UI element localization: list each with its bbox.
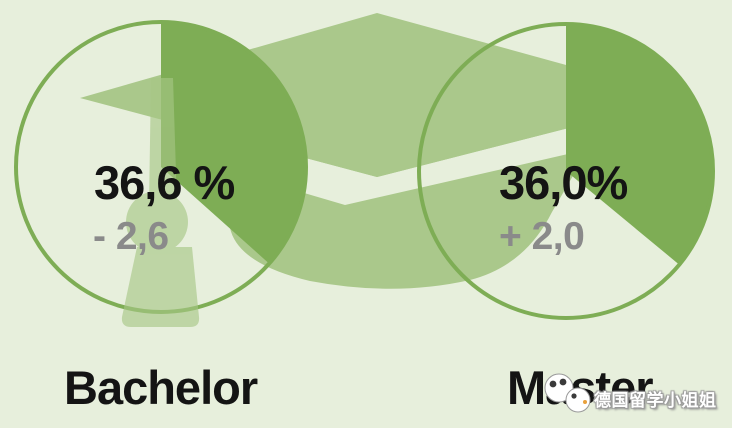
bachelor-value-label: 36,6 % <box>94 156 235 209</box>
pie-slice-bachelor <box>161 21 307 264</box>
mascot-avatar-icon <box>544 373 591 413</box>
cap-tassel-shape <box>121 78 200 327</box>
watermark-text: 德国留学小姐姐 <box>594 391 717 410</box>
master-value-label: 36,0% <box>499 156 628 209</box>
pie-ring-master <box>417 22 715 320</box>
pie-chart-master <box>417 22 715 320</box>
bachelor-category-label: Bachelor <box>64 361 258 414</box>
master-change-label: + 2,0 <box>499 215 585 258</box>
pie-slice-master <box>566 23 714 265</box>
bachelor-change-label: - 2,6 <box>93 215 169 258</box>
